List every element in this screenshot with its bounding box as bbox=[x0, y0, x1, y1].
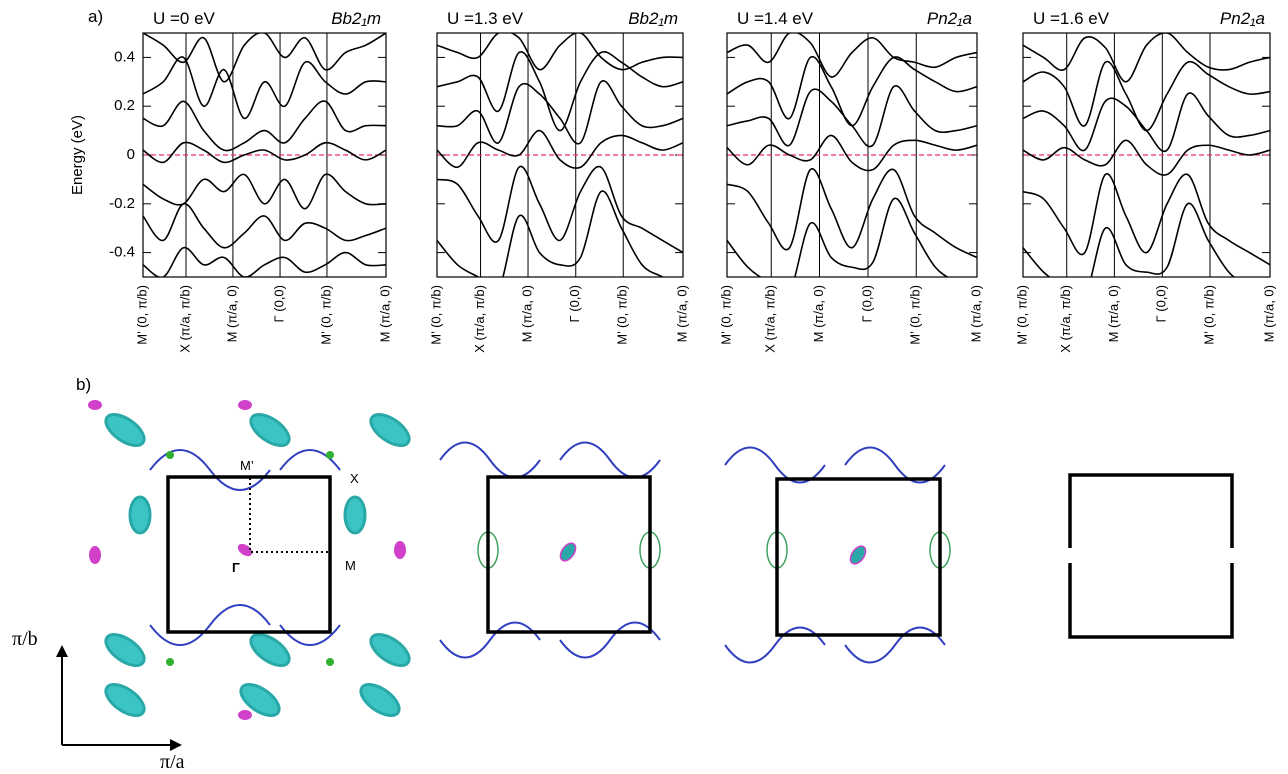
y-axis-label: Energy (eV) bbox=[69, 115, 86, 195]
band bbox=[1023, 202, 1236, 277]
x-tick-label: Γ (0,0) bbox=[1154, 285, 1169, 323]
band-panel: M’ (0, π/b) X (π/a, π/b) M (π/a, 0) Γ (0,0)… bbox=[1014, 9, 1276, 353]
x-tick-label: M’ (0, π/b) bbox=[318, 285, 333, 345]
brillouin-zone bbox=[1068, 473, 1234, 639]
bands bbox=[437, 33, 683, 277]
x-tick-label: X (π/a, π/b) bbox=[472, 285, 487, 353]
brillouin-zone bbox=[166, 475, 332, 634]
band bbox=[143, 173, 386, 210]
band bbox=[727, 84, 977, 148]
band bbox=[143, 33, 386, 83]
band bbox=[143, 100, 386, 152]
band-panel: M’ (0, π/b) X (π/a, π/b) M (π/a, 0) Γ (0,0)… bbox=[718, 9, 983, 353]
fermi-surface bbox=[88, 400, 411, 720]
x-tick-label: M’ (0, π/b) bbox=[1201, 285, 1216, 345]
y-tick-label: 0.2 bbox=[114, 97, 135, 114]
band bbox=[1023, 139, 1270, 176]
band bbox=[437, 165, 683, 254]
plot-frame bbox=[1022, 32, 1271, 278]
band bbox=[437, 33, 683, 71]
panel-title: U =1.3 eV bbox=[447, 9, 524, 28]
x-tick-label: M (π/a, 0) bbox=[377, 285, 392, 342]
space-group: Bb2₁m bbox=[331, 9, 381, 28]
band bbox=[1023, 33, 1270, 83]
y-tick-label: 0.4 bbox=[114, 48, 135, 65]
plot-frame bbox=[436, 32, 684, 278]
band bbox=[143, 56, 386, 120]
y-tick-label: -0.4 bbox=[109, 244, 135, 261]
space-group: Pn2₁a bbox=[927, 9, 972, 28]
band bbox=[727, 33, 977, 78]
band bbox=[1023, 92, 1270, 153]
axis-arrows bbox=[56, 645, 182, 751]
plot-frame bbox=[142, 32, 387, 278]
band bbox=[143, 246, 386, 277]
x-tick-label: X (π/a, π/b) bbox=[1058, 285, 1073, 353]
band bbox=[143, 141, 386, 164]
space-group: Pn2₁a bbox=[1220, 9, 1265, 28]
panel-title: U =1.6 eV bbox=[1033, 9, 1110, 28]
brillouin-zone bbox=[775, 477, 942, 637]
x-tick-label: M (π/a, 0) bbox=[674, 285, 689, 342]
x-tick-label: M’ (0, π/b) bbox=[615, 285, 630, 345]
space-group: Bb2₁m bbox=[628, 9, 678, 28]
x-tick-label: M (π/a, 0) bbox=[519, 285, 534, 342]
x-tick-label: M’ (0, π/b) bbox=[428, 285, 443, 345]
x-tick-label: M’ (0, π/b) bbox=[718, 285, 733, 345]
y-tick-label: 0 bbox=[127, 146, 135, 163]
x-tick-label: M’ (0, π/b) bbox=[1014, 285, 1029, 345]
x-tick-label: X (π/a, π/b) bbox=[763, 285, 778, 353]
band bbox=[1023, 173, 1270, 266]
band bbox=[437, 129, 683, 169]
k-label: M bbox=[345, 558, 356, 573]
x-tick-label: Γ (0,0) bbox=[567, 285, 582, 323]
x-tick-label: M (π/a, 0) bbox=[224, 285, 239, 342]
panel-title: U =0 eV bbox=[153, 9, 216, 28]
k-label: M’ bbox=[240, 458, 254, 473]
panel-title: U =1.4 eV bbox=[737, 9, 814, 28]
band bbox=[437, 79, 683, 145]
plot-frame bbox=[726, 32, 978, 278]
band bbox=[727, 168, 977, 259]
x-tick-label: M’ (0, π/b) bbox=[908, 285, 923, 345]
k-label: X bbox=[350, 471, 359, 486]
x-tick-label: Γ (0,0) bbox=[271, 285, 286, 323]
axis-label: π/b bbox=[12, 628, 38, 650]
band bbox=[437, 51, 683, 132]
k-path bbox=[249, 478, 330, 553]
band bbox=[143, 202, 386, 249]
x-tick-label: M’ (0, π/b) bbox=[134, 285, 149, 345]
brillouin-zone bbox=[486, 475, 652, 634]
band-panel: -0.4 -0.2 0 0.2 0.4 M’ (0, π/b) X (π/a, π/b) M … bbox=[69, 9, 392, 353]
x-tick-label: M (π/a, 0) bbox=[1261, 285, 1276, 342]
band bbox=[727, 55, 977, 127]
bands bbox=[727, 33, 977, 277]
bands bbox=[143, 33, 386, 277]
band-panel: M’ (0, π/b) X (π/a, π/b) M (π/a, 0) Γ (0,0)… bbox=[428, 9, 689, 353]
panel-label: b) bbox=[76, 375, 91, 394]
y-tick-label: -0.2 bbox=[109, 195, 135, 212]
x-tick-label: X (π/a, π/b) bbox=[177, 285, 192, 353]
band bbox=[437, 190, 665, 277]
x-tick-label: Γ (0,0) bbox=[859, 285, 874, 323]
x-tick-label: M (π/a, 0) bbox=[1106, 285, 1121, 342]
band bbox=[727, 197, 949, 277]
panel-label: a) bbox=[88, 7, 103, 26]
x-tick-label: M (π/a, 0) bbox=[968, 285, 983, 342]
x-tick-label: M (π/a, 0) bbox=[811, 285, 826, 342]
bands bbox=[1023, 33, 1270, 277]
band bbox=[727, 134, 977, 172]
k-label: Γ bbox=[232, 560, 240, 575]
band bbox=[1023, 60, 1270, 132]
axis-label: π/a bbox=[160, 751, 185, 773]
